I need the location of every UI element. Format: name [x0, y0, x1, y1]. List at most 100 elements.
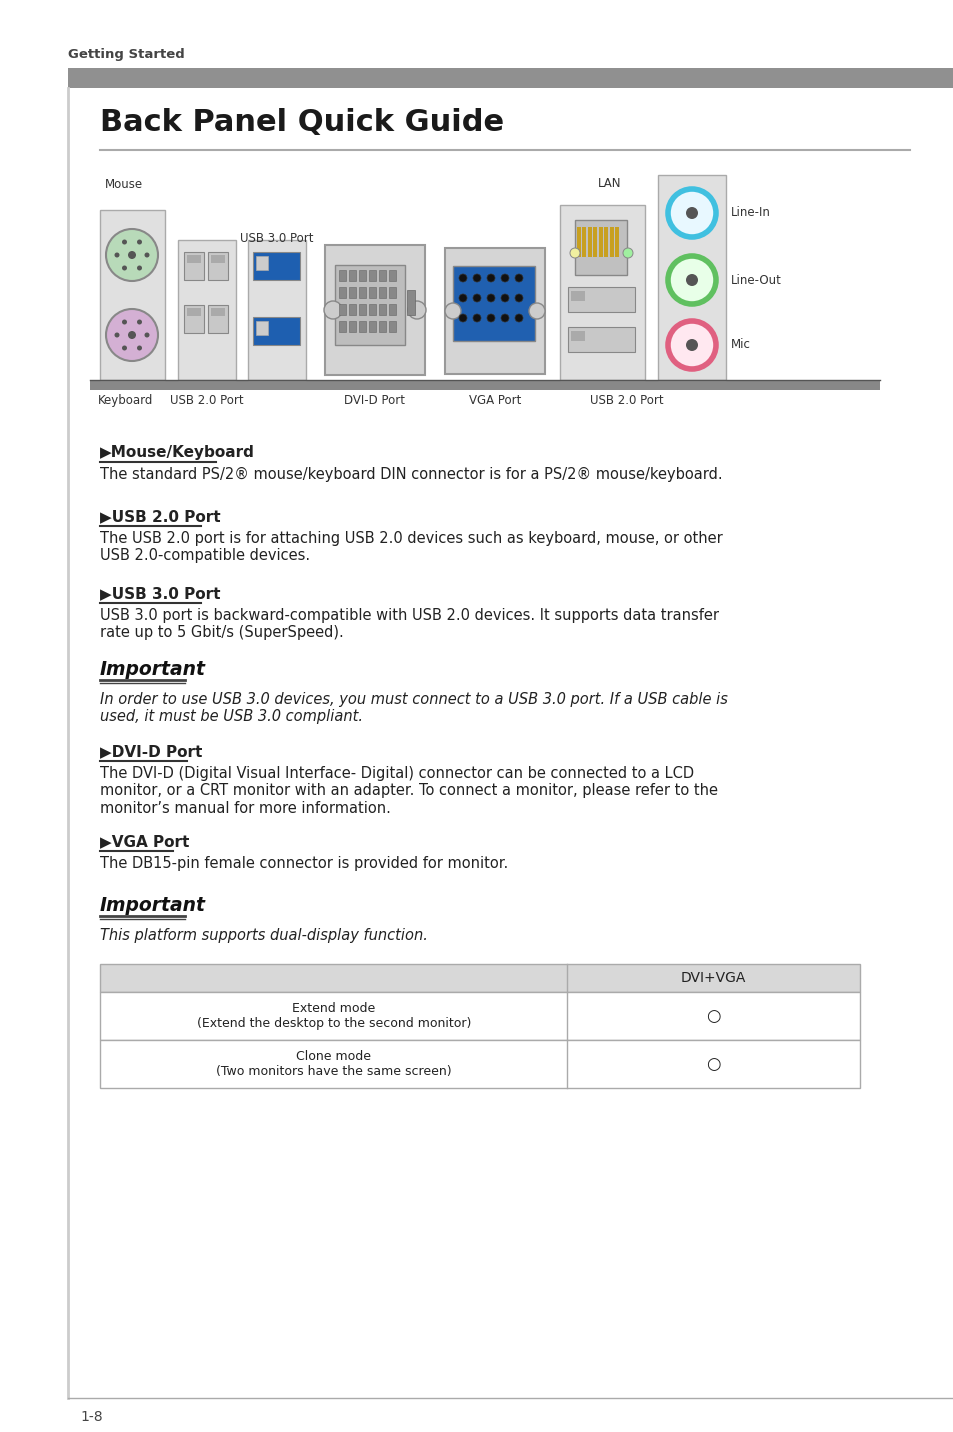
Bar — [100, 992, 859, 1040]
Bar — [187, 255, 201, 263]
Circle shape — [473, 314, 480, 322]
Text: The DB15-pin female connector is provided for monitor.: The DB15-pin female connector is provide… — [100, 856, 508, 871]
Bar — [389, 286, 395, 298]
Bar — [378, 271, 386, 281]
Circle shape — [144, 332, 150, 338]
Text: Important: Important — [100, 896, 206, 915]
Bar — [577, 228, 580, 256]
Text: The USB 2.0 port is for attaching USB 2.0 devices such as keyboard, mouse, or ot: The USB 2.0 port is for attaching USB 2.… — [100, 531, 722, 563]
Text: USB 2.0 Port: USB 2.0 Port — [590, 394, 663, 407]
Bar — [211, 255, 225, 263]
Bar — [444, 248, 544, 374]
Circle shape — [122, 265, 127, 271]
Bar — [255, 321, 268, 335]
Bar — [582, 228, 586, 256]
Circle shape — [122, 345, 127, 351]
Text: This platform supports dual-display function.: This platform supports dual-display func… — [100, 928, 428, 944]
Text: Mouse: Mouse — [105, 178, 143, 190]
Bar — [270, 256, 294, 271]
Text: ▶USB 2.0 Port: ▶USB 2.0 Port — [100, 508, 220, 524]
Text: Getting Started: Getting Started — [68, 49, 185, 62]
Bar — [358, 321, 366, 332]
Circle shape — [137, 345, 142, 351]
Bar — [184, 252, 204, 281]
Circle shape — [144, 252, 150, 258]
Bar — [349, 286, 355, 298]
Bar — [255, 256, 268, 271]
Bar — [248, 241, 306, 379]
Bar — [68, 67, 953, 87]
Text: Back Panel Quick Guide: Back Panel Quick Guide — [100, 107, 503, 137]
Circle shape — [500, 294, 509, 302]
Circle shape — [667, 256, 716, 304]
Circle shape — [458, 274, 467, 282]
Bar — [100, 1040, 859, 1088]
Bar — [369, 271, 375, 281]
Bar — [559, 205, 644, 379]
Bar — [0, 0, 953, 67]
Bar — [184, 305, 204, 334]
Text: ▶USB 3.0 Port: ▶USB 3.0 Port — [100, 586, 220, 601]
Circle shape — [486, 274, 495, 282]
Bar — [270, 321, 294, 335]
Text: Line-In: Line-In — [730, 206, 770, 219]
Bar — [211, 308, 225, 316]
Bar — [389, 321, 395, 332]
Text: ▶Mouse/Keyboard: ▶Mouse/Keyboard — [100, 445, 254, 460]
Circle shape — [458, 314, 467, 322]
Circle shape — [473, 274, 480, 282]
Circle shape — [137, 319, 142, 325]
Bar — [604, 228, 608, 256]
Circle shape — [106, 309, 158, 361]
Text: The DVI-D (Digital Visual Interface- Digital) connector can be connected to a LC: The DVI-D (Digital Visual Interface- Dig… — [100, 766, 718, 816]
Circle shape — [114, 332, 119, 338]
Bar — [567, 286, 635, 312]
Circle shape — [137, 265, 142, 271]
Text: Line-Out: Line-Out — [730, 274, 781, 286]
Bar — [335, 265, 405, 345]
Bar — [349, 321, 355, 332]
Bar — [178, 241, 235, 379]
Text: USB 3.0 port is backward-compatible with USB 2.0 devices. It supports data trans: USB 3.0 port is backward-compatible with… — [100, 609, 719, 640]
Bar — [208, 305, 228, 334]
Text: Mic: Mic — [730, 338, 750, 351]
Circle shape — [106, 229, 158, 281]
Text: In order to use USB 3.0 devices, you must connect to a USB 3.0 port. If a USB ca: In order to use USB 3.0 devices, you mus… — [100, 692, 727, 725]
Circle shape — [114, 252, 119, 258]
Bar — [369, 286, 375, 298]
Bar — [609, 228, 614, 256]
Text: VGA Port: VGA Port — [468, 394, 520, 407]
Text: ▶VGA Port: ▶VGA Port — [100, 833, 190, 849]
Text: USB 3.0 Port: USB 3.0 Port — [240, 232, 314, 245]
Bar — [349, 271, 355, 281]
Circle shape — [685, 339, 698, 351]
Text: LAN: LAN — [598, 178, 621, 190]
Circle shape — [667, 321, 716, 369]
Circle shape — [529, 304, 544, 319]
Bar — [100, 964, 859, 992]
Circle shape — [408, 301, 426, 319]
Bar — [358, 286, 366, 298]
Bar — [349, 304, 355, 315]
Bar — [658, 175, 725, 379]
Bar — [389, 304, 395, 315]
Bar — [90, 379, 879, 390]
Text: Important: Important — [100, 660, 206, 679]
Circle shape — [128, 331, 136, 339]
Circle shape — [500, 314, 509, 322]
Bar — [369, 304, 375, 315]
Circle shape — [486, 294, 495, 302]
Circle shape — [324, 301, 341, 319]
Bar — [253, 316, 299, 345]
Bar — [571, 291, 584, 301]
Bar — [338, 286, 346, 298]
Bar — [338, 321, 346, 332]
Bar — [587, 228, 592, 256]
Circle shape — [667, 189, 716, 238]
Bar — [593, 228, 597, 256]
Circle shape — [122, 319, 127, 325]
Bar — [369, 321, 375, 332]
Circle shape — [486, 314, 495, 322]
Bar — [571, 331, 584, 341]
Bar — [453, 266, 535, 341]
